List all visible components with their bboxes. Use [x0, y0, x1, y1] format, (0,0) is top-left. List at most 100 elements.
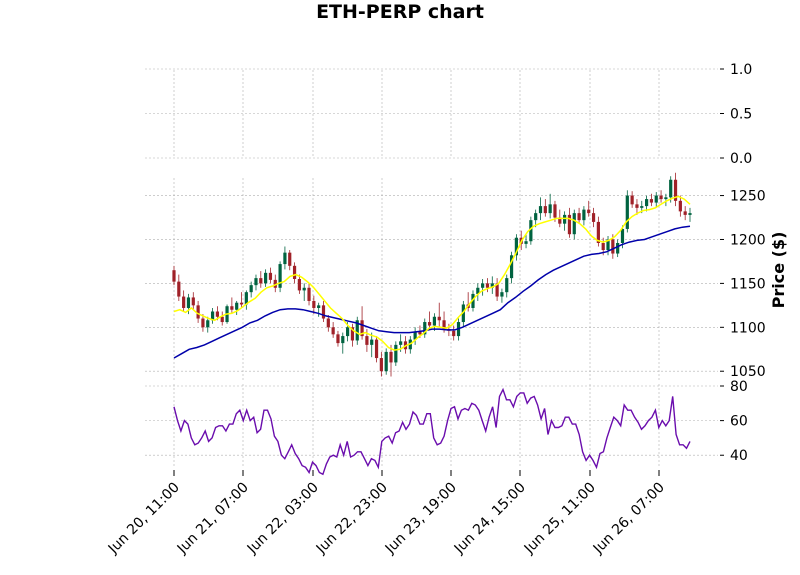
candle-body [601, 242, 605, 251]
candle-body [326, 318, 330, 328]
candle-body [206, 320, 210, 328]
candle-body [587, 209, 591, 214]
candle-body [500, 292, 504, 297]
candle-body [220, 316, 224, 323]
y-tick-label: 1250 [730, 189, 766, 205]
y-tick-label: 1050 [730, 364, 766, 380]
candle-body [423, 322, 427, 335]
candle-body [302, 287, 306, 291]
candle-body [442, 320, 446, 330]
candle-body [640, 206, 644, 208]
candle-body [505, 278, 509, 293]
candle-body [273, 279, 277, 288]
candle-body [283, 252, 287, 265]
candle-body [418, 331, 422, 335]
y-tick-label: 0.0 [730, 151, 752, 167]
x-tick-label: Jun 22, 03:00 [244, 480, 322, 558]
candle-body [485, 283, 490, 288]
candle-body [659, 195, 663, 200]
candle-body [471, 293, 475, 308]
candle-body [606, 239, 610, 251]
x-tick-label: Jun 25, 11:00 [521, 480, 599, 558]
candle-body [567, 214, 572, 235]
candle-body [312, 300, 316, 308]
candle-body [461, 304, 465, 323]
candle-body [331, 327, 335, 335]
candle-body [582, 209, 586, 221]
candle-body [321, 305, 326, 319]
candle-body [215, 311, 220, 317]
candle-body [437, 316, 441, 321]
candle-body [292, 265, 297, 279]
candle-body [577, 213, 581, 221]
candle-body [572, 213, 576, 235]
candle-body [389, 351, 393, 363]
candle-body [452, 330, 456, 337]
y-tick-label: 1.0 [730, 62, 752, 78]
candle-body [259, 278, 263, 284]
candle-body [297, 279, 301, 291]
y-tick-label: 80 [730, 379, 748, 395]
candle-body [669, 179, 673, 198]
candle-body [673, 179, 678, 201]
candle-body [625, 195, 629, 229]
candle-body [278, 264, 282, 288]
candle-body [370, 339, 374, 345]
ma-long-line [173, 225, 691, 359]
candle-body [514, 237, 518, 256]
candle-body [196, 305, 200, 319]
candle-body [563, 214, 567, 224]
candle-body [254, 278, 258, 286]
candle-body [239, 302, 244, 305]
y-tick-label: 0.5 [730, 107, 752, 123]
candle-body [350, 327, 355, 341]
candle-body [360, 320, 364, 337]
candle-body [210, 311, 215, 321]
y-tick-label: 1100 [730, 320, 766, 336]
candle-body [529, 220, 533, 242]
candle-body [307, 287, 311, 301]
x-tick-label: Jun 22, 23:00 [313, 480, 391, 558]
candle-body [244, 292, 248, 305]
candle-body [182, 296, 186, 308]
candle-body [524, 241, 528, 244]
candle-body [654, 195, 658, 203]
candle-body [558, 217, 562, 224]
x-tick-label: Jun 23, 19:00 [382, 480, 460, 558]
secondary-panel: 0.0 0.5 1.0 [145, 62, 752, 167]
candle-body [264, 272, 268, 284]
candle-body [476, 287, 480, 294]
y-axis-label: Price ($) [769, 232, 788, 309]
candle-body [543, 206, 547, 214]
candle-body [268, 272, 273, 280]
candle-body [413, 331, 417, 340]
candle-body [683, 211, 687, 215]
candle-body [341, 336, 345, 344]
candle-body [553, 204, 557, 218]
x-tick-label: Jun 26, 07:00 [590, 480, 668, 558]
candle-body [534, 213, 538, 221]
x-tick-label: Jun 20, 11:00 [105, 480, 183, 558]
chart-title: ETH-PERP chart [316, 1, 484, 23]
candle-body [481, 283, 485, 288]
candle-body [688, 213, 692, 215]
y-tick-label: 1150 [730, 276, 766, 292]
candle-body [230, 306, 234, 310]
candle-body [427, 322, 432, 326]
candle-body [649, 199, 654, 203]
candle-body [678, 200, 682, 212]
candle-body [538, 206, 543, 214]
candle-body [635, 204, 639, 208]
candle-body [384, 351, 388, 372]
candle-body [177, 281, 181, 297]
ma-short-line [173, 195, 691, 351]
candle-body [591, 213, 596, 222]
candle-body [399, 341, 403, 345]
candle-body [596, 221, 600, 243]
rsi-panel: 40 60 80 [145, 379, 748, 476]
candle-body [374, 339, 379, 359]
candle-body [201, 318, 205, 328]
y-tick-label: 60 [730, 414, 748, 430]
